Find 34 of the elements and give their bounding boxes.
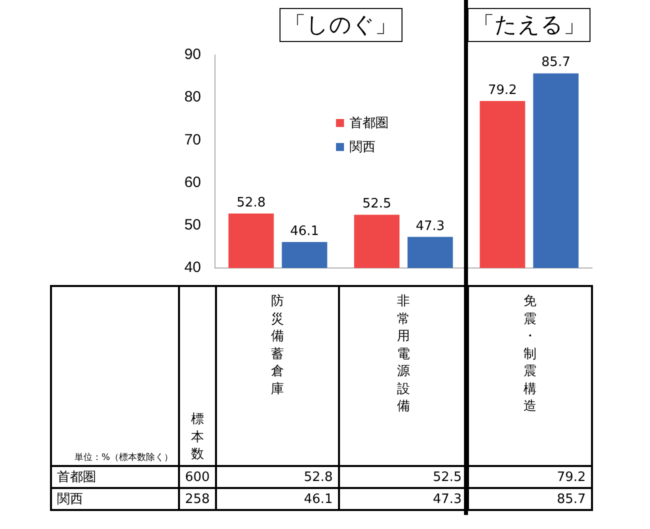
header-cell: 防災備蓄倉庫 <box>216 286 339 466</box>
x-tick-label: 非常用電源設備 <box>396 293 410 416</box>
text: 「しのぐ」 <box>279 8 402 42</box>
header-cell: 単位：%（標本数除く） <box>51 286 179 466</box>
data-label: 52.5 <box>338 466 468 488</box>
legend-label: 関西 <box>348 139 377 156</box>
data-label: 46.1 <box>216 488 339 510</box>
annotation: 52.8 <box>236 195 266 210</box>
text: 「たえる」 <box>468 8 591 42</box>
annotation: 52.5 <box>362 196 392 212</box>
annotation: 85.7 <box>541 55 570 70</box>
x-tick-label: 防災備蓄倉庫 <box>270 293 284 398</box>
data-label: 52.8 <box>216 466 339 488</box>
text: 258 <box>185 492 210 506</box>
data-label: 85.7 <box>468 488 592 510</box>
header-cell: 免震・制震構造 <box>468 286 592 466</box>
y-tick-label: 60 <box>184 174 201 191</box>
text: 600 <box>185 470 210 484</box>
text: 関西 <box>57 492 83 507</box>
y-tick-label: 80 <box>184 88 201 106</box>
annotation: 46.1 <box>290 224 320 239</box>
x-tick-label: 免震・制震構造 <box>522 293 537 416</box>
legend-label: 首都圏 <box>348 115 389 132</box>
header-cell: 標本数 <box>179 286 216 466</box>
data-label: 79.2 <box>468 466 592 488</box>
text: 首都圏 <box>57 470 96 485</box>
y-tick-label: 40 <box>184 259 201 276</box>
annotation: 47.3 <box>416 218 445 234</box>
y-tick-label: 50 <box>184 216 201 234</box>
y-tick-label: 70 <box>184 131 201 148</box>
data-label: 47.3 <box>338 488 468 510</box>
annotation: 79.2 <box>488 82 517 98</box>
y-tick-label: 90 <box>184 46 201 64</box>
header-cell: 非常用電源設備 <box>338 286 468 466</box>
